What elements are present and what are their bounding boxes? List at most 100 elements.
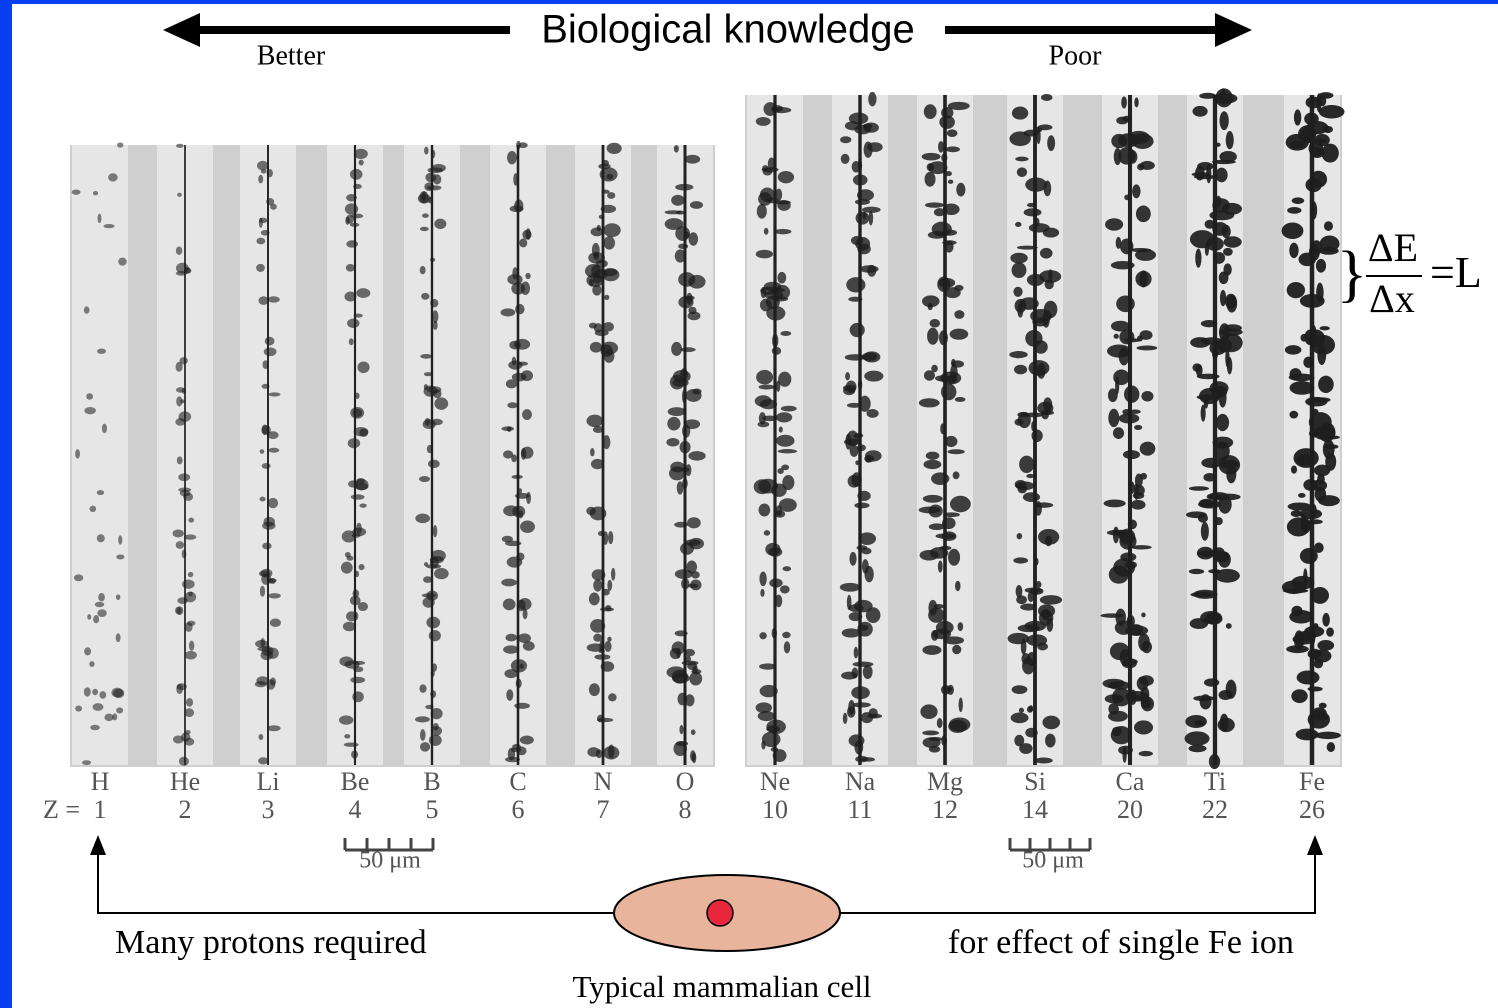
track-blob [861, 206, 881, 213]
track-blob [684, 154, 701, 164]
track-blob [852, 174, 868, 186]
track-blob [359, 503, 367, 508]
track-blob [1024, 412, 1044, 418]
track-blob [175, 361, 183, 372]
track-blob [1212, 221, 1228, 236]
track-blob [849, 322, 865, 338]
track-blob [943, 512, 960, 518]
track-blob [1303, 356, 1314, 368]
track-blob [1314, 133, 1330, 147]
track-blob [589, 341, 603, 353]
track-blob [1119, 329, 1135, 345]
track-blob [1007, 632, 1030, 645]
track-blob [1209, 210, 1235, 221]
track-blob [1135, 205, 1151, 223]
track-blob [954, 310, 965, 319]
track-blob [514, 492, 530, 499]
atomic-number: 3 [262, 795, 275, 824]
track-blob [520, 520, 535, 533]
track-blob [607, 579, 613, 591]
track-blob [510, 659, 528, 673]
track-blob [1028, 223, 1050, 233]
track-blob [676, 647, 681, 659]
track-blob [922, 730, 940, 736]
track-blob [516, 140, 521, 150]
track-blob [263, 347, 277, 357]
track-blob [1014, 364, 1028, 375]
track-blob [1031, 429, 1043, 443]
track-blob [353, 313, 363, 318]
track-blob [419, 475, 431, 483]
track-blob [597, 530, 605, 537]
track-blob [1031, 420, 1036, 432]
track-blob [184, 591, 197, 603]
track-blob [507, 402, 518, 409]
track-blob [261, 645, 274, 656]
track-blob [1035, 581, 1042, 589]
track-blob [92, 703, 104, 711]
formula-numerator: ΔE [1368, 225, 1418, 270]
track-blob [1298, 493, 1306, 498]
track-blob [928, 523, 945, 531]
track-blob [1211, 348, 1219, 359]
track-blob [519, 663, 524, 669]
track-blob [115, 594, 121, 600]
track-blob [1200, 522, 1209, 541]
track-blob [522, 641, 535, 651]
track-blob [676, 210, 685, 215]
track-blob [1215, 142, 1221, 147]
track-blob [1307, 648, 1322, 659]
track-blob [176, 143, 184, 148]
track-blob [855, 211, 870, 225]
track-blob [353, 148, 368, 160]
track-blob [677, 692, 688, 706]
track-blob [1037, 642, 1049, 651]
track-blob [260, 229, 270, 236]
track-blob [1299, 548, 1318, 564]
track-blob [921, 295, 940, 308]
track-blob [782, 631, 791, 639]
arrow-head [1215, 13, 1252, 47]
track-blob [515, 303, 525, 315]
track-blob [768, 547, 783, 557]
track-blob [1295, 728, 1319, 741]
track-blob [428, 630, 441, 642]
track-blob [1216, 413, 1230, 432]
track-blob [434, 218, 447, 230]
track-blob [353, 183, 362, 189]
track-blob [594, 654, 611, 660]
track-blob [178, 487, 192, 493]
track-blob [188, 640, 195, 651]
track-blob [767, 157, 776, 170]
track-blob [521, 446, 534, 459]
connector [840, 852, 1316, 914]
track-blob [949, 328, 969, 340]
track-blob [777, 170, 795, 184]
track-blob [1303, 479, 1318, 491]
track-blob [118, 535, 123, 545]
track-blob [680, 368, 688, 381]
track-blob [924, 171, 936, 187]
track-blob [1009, 351, 1028, 359]
track-blob [947, 449, 965, 455]
track-blob [1313, 397, 1331, 403]
track-blob [357, 361, 370, 374]
track-blob [1287, 207, 1302, 214]
track-blob [1118, 413, 1140, 424]
track-blob [258, 174, 264, 184]
track-blob [518, 488, 523, 494]
track-blob [945, 171, 952, 177]
track-blob [1289, 410, 1299, 419]
track-blob [1291, 689, 1308, 704]
track-blob [501, 578, 517, 587]
track-blob [1214, 517, 1223, 526]
track-blob [511, 474, 523, 479]
track-blob [1289, 242, 1299, 259]
track-blob [867, 264, 877, 277]
track-blob [929, 319, 941, 328]
track-blob [688, 232, 699, 246]
track-blob [1225, 623, 1232, 629]
track-blob [1138, 750, 1153, 757]
track-blob [766, 725, 780, 733]
